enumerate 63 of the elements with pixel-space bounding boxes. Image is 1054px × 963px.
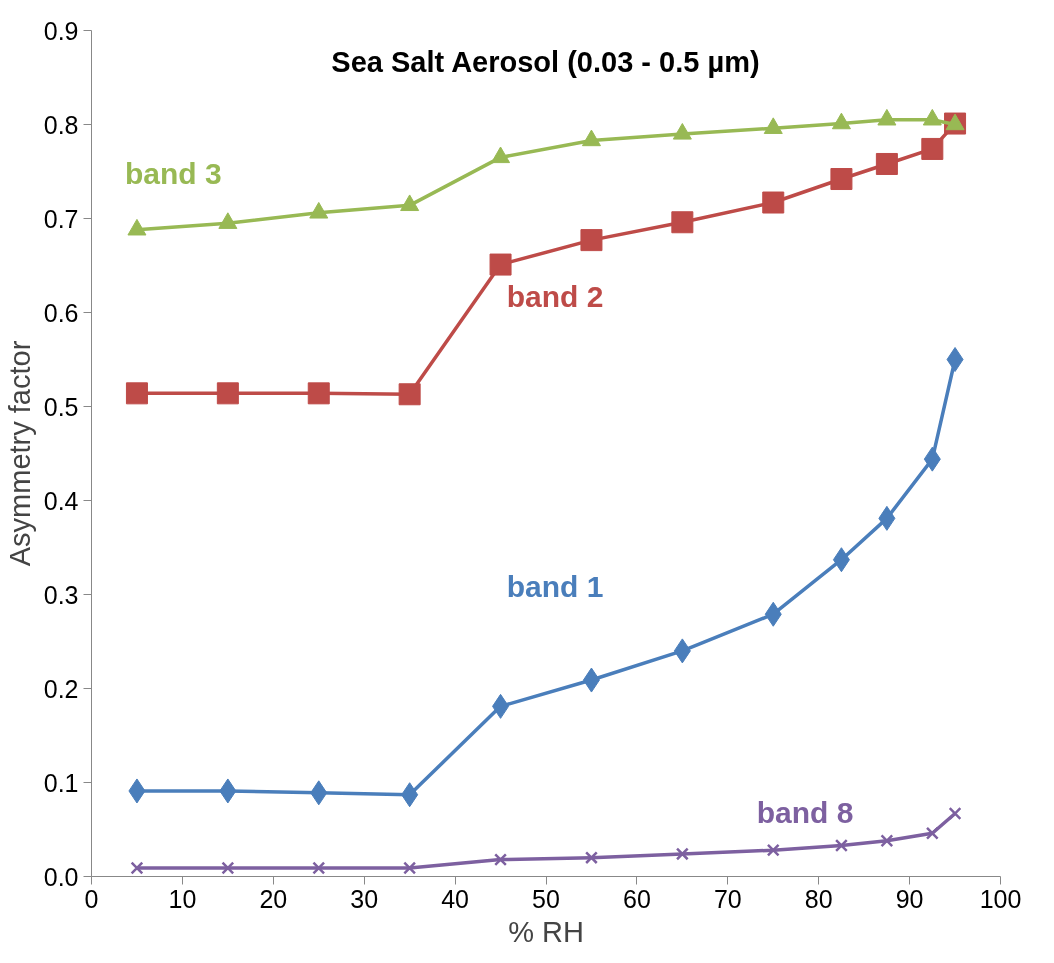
series-label: band 3 [124, 156, 222, 190]
point [309, 201, 329, 219]
point [221, 861, 235, 875]
y-tick-label: 0.2 [43, 674, 79, 703]
y-tick-label: 0.4 [43, 486, 79, 515]
x-tick-label: 60 [623, 884, 651, 913]
x-tick-label: 20 [259, 884, 288, 913]
x-tick-label: 40 [441, 884, 470, 913]
y-tick-label: 0.0 [43, 862, 79, 891]
y-axis-title: Asymmetry factor [3, 340, 36, 567]
series-label: band 2 [506, 280, 604, 314]
point [925, 826, 939, 840]
y-tick-label: 0.7 [43, 204, 79, 233]
point [494, 853, 508, 867]
point [948, 806, 962, 821]
point [403, 861, 417, 875]
point [763, 117, 783, 134]
point [307, 382, 330, 405]
point [831, 112, 851, 130]
point [830, 168, 853, 191]
point [880, 834, 894, 848]
y-tick-label: 0.9 [43, 16, 79, 45]
point [766, 843, 780, 857]
point [130, 861, 144, 875]
point [491, 146, 511, 164]
x-tick-label: 80 [804, 884, 833, 913]
point [400, 194, 420, 212]
point [580, 229, 603, 252]
point [489, 253, 512, 276]
y-tick-label: 0.5 [43, 392, 79, 421]
point [584, 851, 598, 865]
text: Sea Salt Aerosol (0.03 - 0.5 µm) [331, 45, 760, 78]
point [922, 108, 942, 126]
point [671, 211, 694, 234]
point [877, 108, 897, 126]
point [675, 847, 689, 861]
point [581, 129, 601, 147]
x-tick-label: 90 [895, 884, 924, 913]
series-label: band 8 [756, 796, 854, 830]
point [398, 383, 421, 406]
x-tick-label: 50 [532, 884, 560, 913]
point [762, 191, 785, 214]
point [921, 137, 944, 160]
x-tick-label: 30 [350, 884, 379, 913]
point [127, 218, 147, 236]
point [672, 123, 692, 140]
point [946, 347, 964, 372]
x-tick-label: 10 [168, 884, 197, 913]
point [216, 382, 239, 405]
point [834, 838, 848, 853]
text: band 1 [506, 569, 604, 603]
y-tick-label: 0.1 [43, 768, 79, 797]
point [218, 212, 238, 229]
x-axis-title: % RH [508, 915, 584, 948]
y-tick-label: 0.6 [43, 298, 79, 327]
x-tick-label: 100 [979, 884, 1022, 913]
y-tick-label: 0.8 [43, 110, 79, 139]
y-tick-label: 0.3 [43, 580, 79, 609]
point [875, 152, 898, 175]
x-tick-label: 0 [84, 884, 99, 913]
x-tick-label: 70 [713, 884, 742, 913]
point [312, 861, 326, 875]
point [125, 382, 148, 405]
